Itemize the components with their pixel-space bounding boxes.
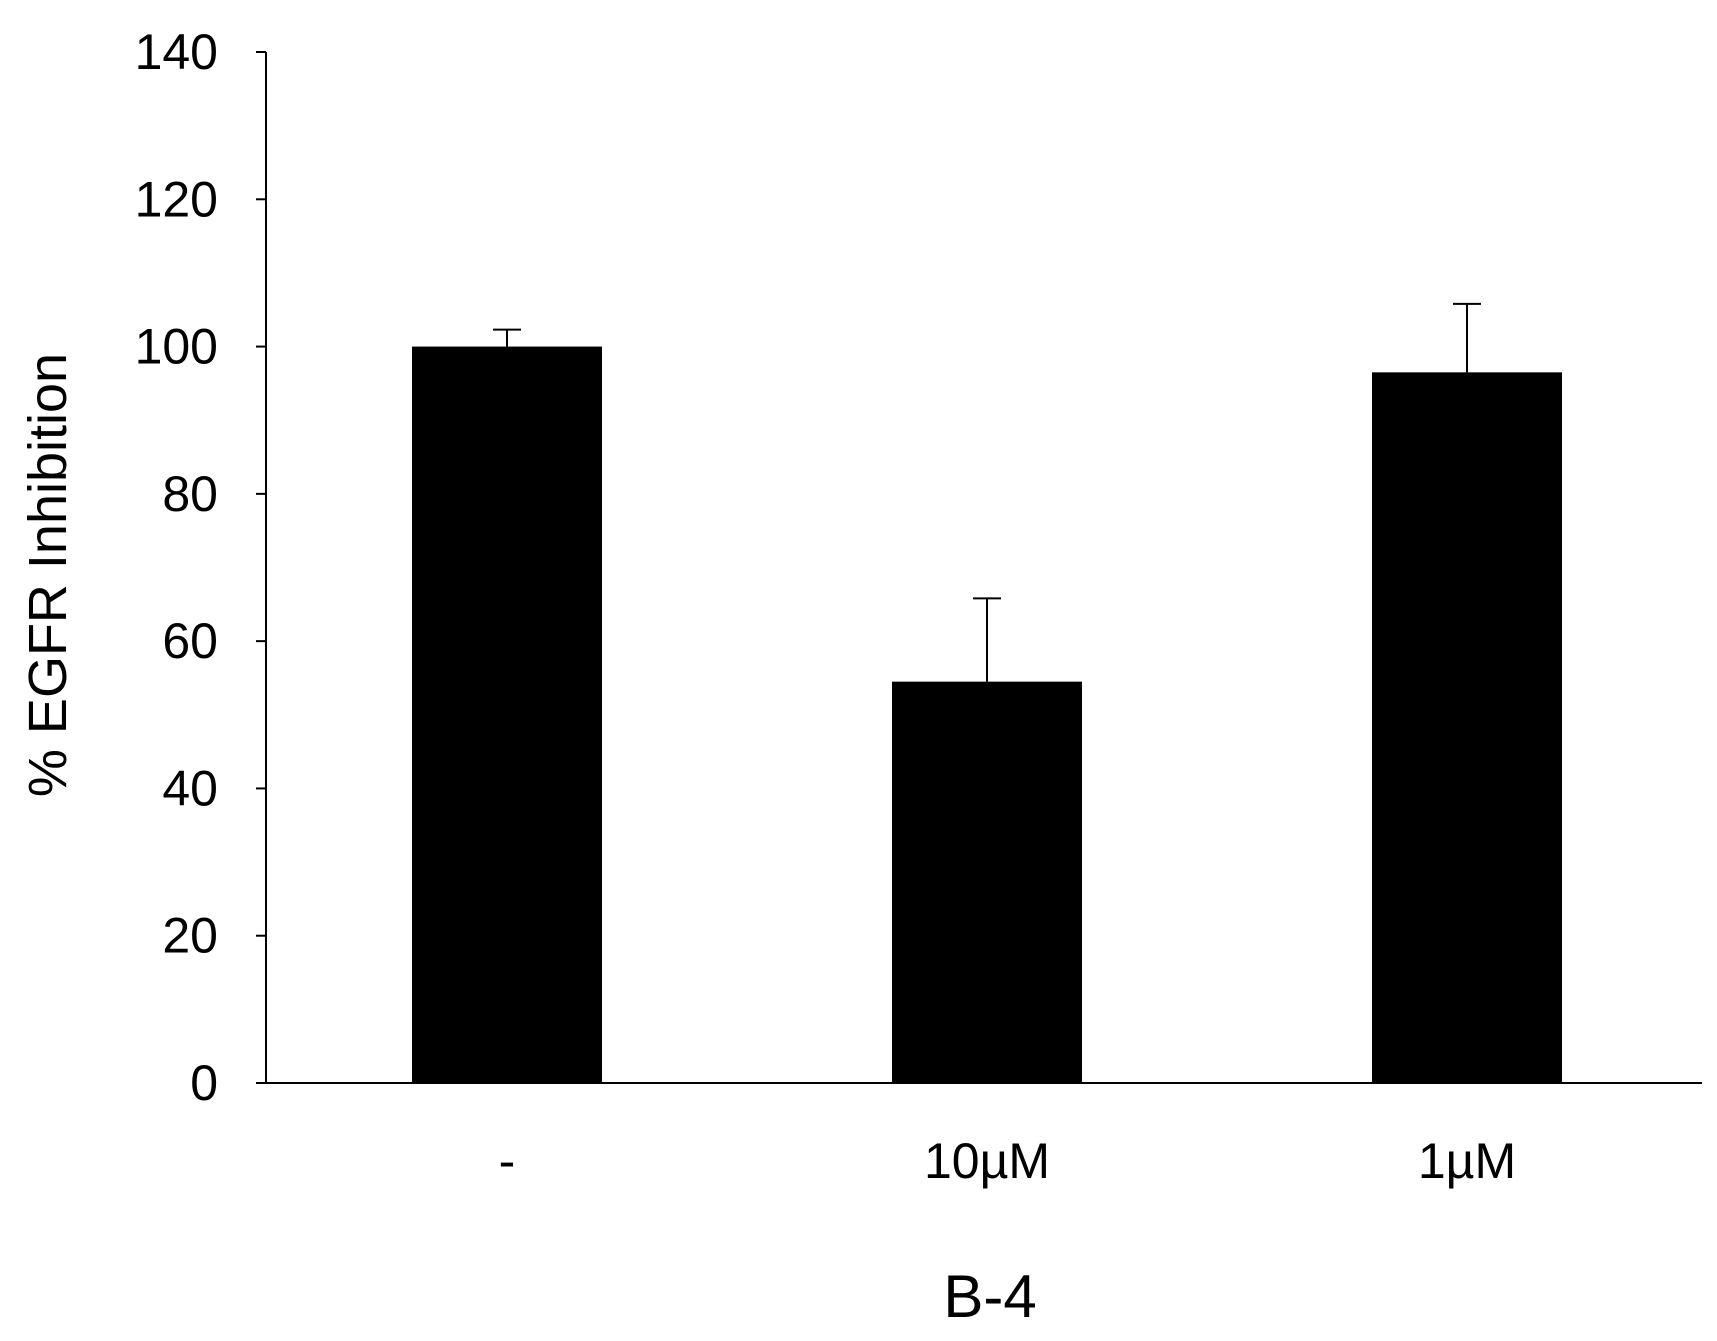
x-labels-group: - 10µM 1µM [499, 1133, 1516, 1189]
bar [1372, 372, 1562, 1083]
bars-group [412, 346, 1562, 1084]
y-tick-label: 20 [162, 908, 218, 964]
y-tick-label: 40 [162, 760, 218, 816]
bar [892, 681, 1082, 1083]
x-category-label: 10µM [924, 1133, 1050, 1189]
x-category-label: 1µM [1418, 1133, 1516, 1189]
axes-group [265, 52, 1702, 1084]
y-axis-title: % EGFR Inhibition [18, 353, 78, 797]
x-category-label: - [499, 1133, 516, 1189]
y-tick-label: 80 [162, 466, 218, 522]
y-ticks-group: 0 20 40 60 80 100 120 140 [135, 24, 266, 1111]
y-tick-label: 140 [135, 24, 218, 80]
error-bars-group [493, 302, 1481, 682]
y-tick-label: 120 [135, 171, 218, 227]
bar [412, 346, 602, 1084]
x-axis-title: B-4 [943, 1263, 1036, 1330]
y-tick-label: 0 [190, 1055, 218, 1111]
y-tick-label: 60 [162, 613, 218, 669]
y-tick-label: 100 [135, 319, 218, 375]
